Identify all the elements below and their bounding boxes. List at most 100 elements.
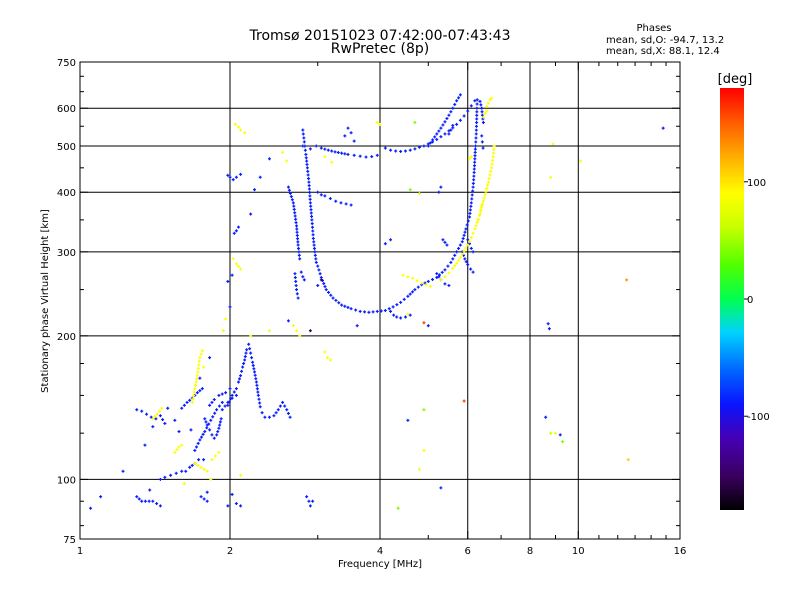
echo-point	[239, 473, 243, 477]
echo-point	[121, 469, 125, 473]
echo-point	[406, 312, 410, 316]
echo-point	[323, 350, 327, 354]
echo-point	[317, 268, 321, 272]
echo-point	[472, 164, 476, 168]
echo-point	[293, 214, 297, 218]
echo-point	[301, 275, 305, 279]
echo-point	[220, 392, 224, 396]
echo-point	[328, 197, 332, 201]
echo-point	[202, 467, 206, 471]
echo-point	[196, 463, 200, 467]
echo-point	[299, 270, 303, 274]
echo-point	[153, 414, 157, 418]
echo-point	[226, 400, 230, 404]
echo-point	[466, 238, 470, 242]
echo-point	[243, 355, 247, 359]
echo-point	[255, 387, 259, 391]
echo-point	[283, 404, 287, 408]
echo-point	[331, 296, 335, 300]
echo-point	[437, 190, 441, 194]
echo-point	[292, 204, 296, 208]
echo-point	[306, 169, 310, 173]
echo-point	[314, 260, 318, 264]
echo-point	[188, 398, 192, 402]
echo-point	[201, 432, 205, 436]
echo-point	[463, 257, 467, 261]
echo-point	[216, 430, 220, 434]
echo-point	[549, 431, 553, 435]
echo-point	[199, 352, 203, 356]
echo-point	[302, 140, 306, 144]
echo-point	[340, 303, 344, 307]
echo-point	[334, 298, 338, 302]
echo-point	[486, 101, 490, 105]
echo-point	[480, 110, 484, 114]
echo-point	[443, 240, 447, 244]
echo-point	[248, 347, 252, 351]
echo-point	[210, 458, 214, 462]
echo-point	[481, 121, 485, 125]
echo-point	[462, 249, 466, 253]
echo-point	[293, 276, 297, 280]
echo-point	[483, 111, 487, 115]
echo-point	[411, 276, 415, 280]
echo-point	[195, 445, 199, 449]
echo-point	[195, 377, 199, 381]
echo-point	[143, 499, 147, 503]
echo-point	[208, 428, 212, 432]
echo-point	[394, 149, 398, 153]
echo-point	[135, 495, 139, 499]
echo-point	[307, 177, 311, 181]
echo-point	[447, 113, 451, 117]
echo-point	[294, 217, 298, 221]
x-tick-label: 16	[674, 546, 687, 557]
echo-point	[151, 425, 155, 429]
echo-point	[462, 233, 466, 237]
echo-point	[244, 351, 248, 355]
echo-point	[293, 272, 297, 276]
echo-point	[202, 458, 206, 462]
echo-point	[309, 211, 313, 215]
echo-point	[468, 215, 472, 219]
echo-point	[257, 397, 261, 401]
echo-point	[239, 504, 243, 508]
echo-point	[378, 122, 382, 126]
echo-point	[661, 126, 665, 130]
echo-point	[197, 363, 201, 367]
echo-point	[480, 204, 484, 208]
echo-point	[346, 305, 350, 309]
echo-point	[236, 225, 240, 229]
echo-point	[89, 506, 93, 510]
echo-point	[578, 159, 582, 163]
echo-point	[417, 145, 421, 149]
echo-point	[383, 146, 387, 150]
echo-point	[468, 211, 472, 215]
echo-point	[396, 506, 400, 510]
echo-point	[184, 469, 188, 473]
phases-box-title: Phases	[636, 23, 671, 34]
echo-point	[389, 309, 393, 313]
echo-point	[473, 99, 477, 103]
echo-point	[391, 305, 395, 309]
echo-point	[224, 391, 228, 395]
echo-point	[205, 490, 209, 494]
echo-point	[475, 117, 479, 121]
echo-point	[195, 374, 199, 378]
echo-point	[472, 174, 476, 178]
echo-point	[546, 322, 550, 326]
echo-point	[411, 290, 415, 294]
echo-point	[475, 98, 479, 102]
echo-point	[147, 499, 151, 503]
echo-point	[466, 243, 470, 247]
echo-point	[461, 237, 465, 241]
echo-point	[422, 144, 426, 148]
echo-point	[205, 499, 209, 503]
echo-point	[311, 233, 315, 237]
echo-point	[286, 411, 290, 415]
echo-point	[297, 250, 301, 254]
echo-point	[484, 190, 488, 194]
echo-point	[449, 260, 453, 264]
echo-point	[251, 360, 255, 364]
colorbar-tick-label: 100	[747, 178, 766, 189]
echo-point	[200, 435, 204, 439]
